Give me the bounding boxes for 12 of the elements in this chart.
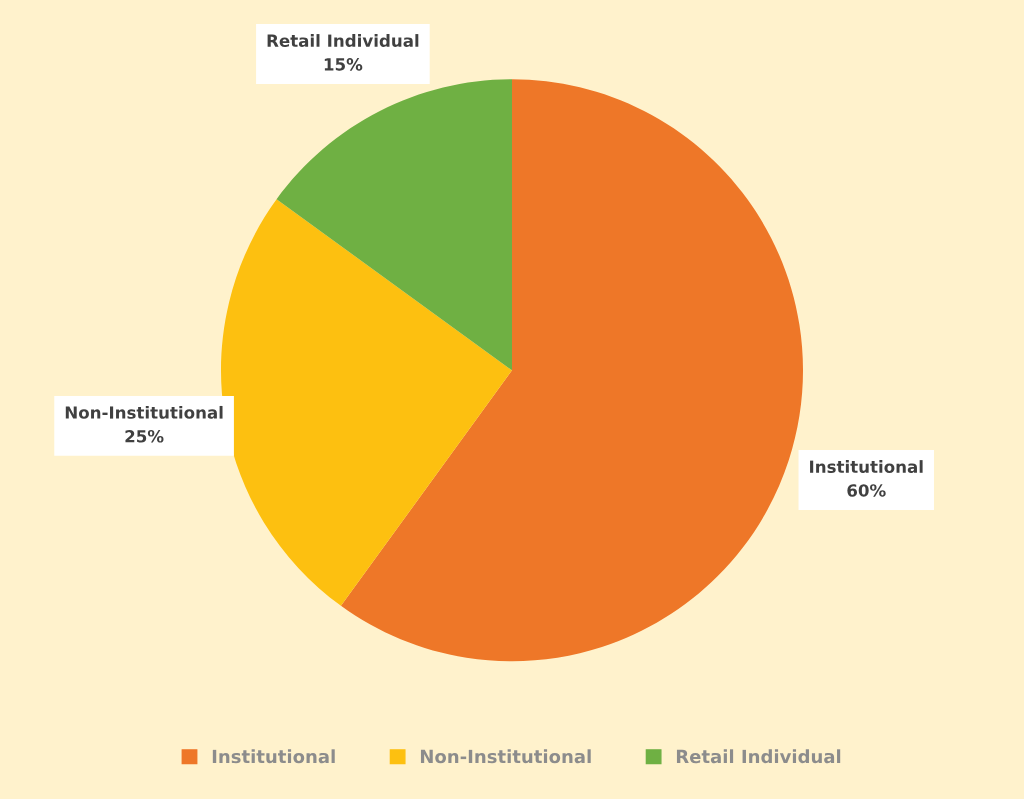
slice-label: Institutional: [810, 460, 923, 474]
legend-label: Retail Individual: [676, 749, 841, 764]
legend-label: Institutional: [212, 749, 335, 764]
legend-label: Non-Institutional: [420, 749, 591, 764]
pie-slice: [340, 79, 804, 662]
pie-slice: [221, 199, 512, 606]
data-label: 60%: [847, 484, 886, 497]
slice-label: Retail Individual: [267, 34, 419, 47]
slice-label: Non-Institutional: [65, 405, 223, 419]
data-label: 25%: [125, 429, 164, 443]
data-label: 15%: [324, 58, 363, 71]
pie-slice: [276, 79, 512, 371]
